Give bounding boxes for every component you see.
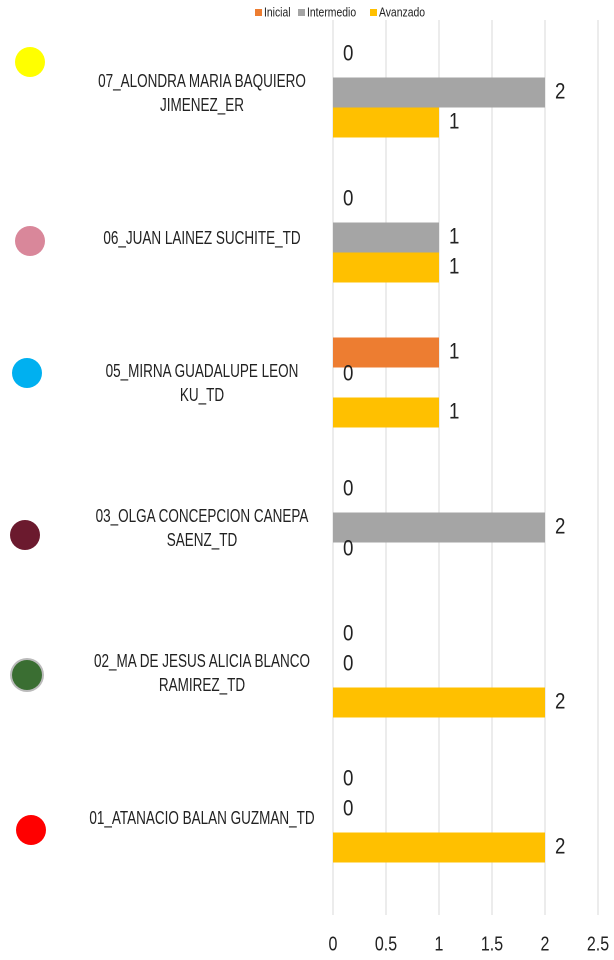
legend-label: Inicial	[264, 5, 291, 19]
data-label: 0	[343, 477, 353, 501]
data-label: 2	[555, 835, 565, 859]
legend-swatch	[370, 9, 377, 16]
legend-swatch	[298, 9, 305, 16]
bar	[333, 687, 545, 718]
bar	[333, 337, 439, 368]
data-label: 2	[555, 80, 565, 104]
marker-dot	[15, 47, 45, 77]
bar	[333, 107, 439, 138]
data-label: 1	[449, 255, 459, 279]
category-label: 03_OLGA CONCEPCION CANEPA SAENZ_TD	[95, 505, 309, 550]
x-tick-label: 0.5	[375, 933, 397, 955]
marker-dot	[10, 520, 40, 550]
x-tick-label: 2.5	[587, 933, 609, 955]
data-label: 2	[555, 515, 565, 539]
category-label: 07_ALONDRA MARIA BAQUIERO JIMENEZ_ER	[98, 70, 306, 115]
marker-dot	[15, 226, 45, 256]
marker-dot	[16, 815, 46, 845]
x-tick-label: 0	[329, 933, 338, 955]
bar	[333, 832, 545, 863]
data-label: 2	[555, 690, 565, 714]
x-tick-label: 2	[541, 933, 550, 955]
bar	[333, 252, 439, 283]
data-label: 0	[343, 622, 353, 646]
data-label: 1	[449, 340, 459, 364]
legend-swatch	[255, 9, 262, 16]
data-label: 0	[343, 362, 353, 386]
marker-dot	[12, 660, 42, 690]
category-label: 05_MIRNA GUADALUPE LEON KU_TD	[105, 360, 299, 405]
data-label: 1	[449, 400, 459, 424]
bar	[333, 397, 439, 428]
legend-label: Avanzado	[379, 5, 425, 19]
category-label: 06_JUAN LAINEZ SUCHITE_TD	[103, 227, 301, 248]
bar	[333, 77, 545, 108]
x-tick-label: 1	[435, 933, 444, 955]
marker-dot	[12, 358, 42, 388]
data-label: 0	[343, 767, 353, 791]
data-label: 0	[343, 187, 353, 211]
data-label: 0	[343, 42, 353, 66]
x-tick-label: 1.5	[481, 933, 503, 955]
data-label: 0	[343, 652, 353, 676]
data-label: 1	[449, 225, 459, 249]
category-label: 01_ATANACIO BALAN GUZMAN_TD	[89, 807, 315, 828]
bar	[333, 222, 439, 253]
category-label: 02_MA DE JESUS ALICIA BLANCO RAMIREZ_TD	[93, 650, 311, 695]
bar	[333, 512, 545, 543]
data-label: 1	[449, 110, 459, 134]
data-label: 0	[343, 797, 353, 821]
legend-label: Intermedio	[307, 5, 357, 19]
data-label: 0	[343, 537, 353, 561]
